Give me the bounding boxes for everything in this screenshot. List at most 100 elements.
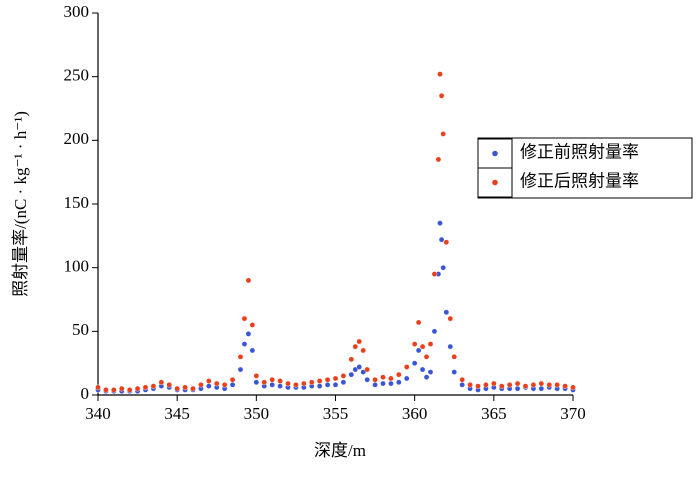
data-point [431,271,438,277]
data-point [308,379,315,386]
data-point [522,383,529,389]
data-point [459,382,465,388]
data-point [332,382,339,388]
data-point [332,375,339,382]
data-point [554,382,560,388]
data-point [95,384,101,391]
data-point [360,369,367,375]
data-point [443,309,450,316]
data-point [241,315,248,322]
data-point [241,341,248,347]
data-point [126,387,133,393]
data-point [249,347,256,354]
data-point [360,347,367,354]
data-point [438,92,445,99]
data-point [437,220,443,226]
data-point [443,239,450,245]
data-point [506,382,513,388]
x-tick-label: 345 [164,404,190,423]
data-point [451,353,458,360]
data-point [229,382,236,388]
data-point [348,371,355,378]
data-point [237,366,244,373]
data-point [372,376,378,383]
data-point [253,373,260,379]
data-point [562,383,568,389]
y-tick-label: 200 [64,129,90,148]
data-point [221,382,228,388]
data-point [419,343,426,350]
data-point [142,384,149,391]
data-point [483,382,489,388]
x-tick-label: 365 [481,404,507,423]
data-point [293,382,299,388]
data-point [411,360,418,366]
data-point [134,385,141,392]
data-point [352,366,359,373]
data-point [174,385,180,392]
y-tick-label: 50 [72,320,89,339]
data-point [423,353,430,360]
data-point [396,379,402,386]
data-point [316,378,323,384]
data-point [372,382,378,388]
data-point [111,387,117,393]
data-point [530,382,537,388]
data-point [427,341,434,347]
data-point [237,353,244,360]
data-point [403,375,410,382]
data-point [249,322,256,328]
data-point [423,374,430,380]
data-point [340,373,347,379]
legend-label: 修正前照射量率 [520,142,639,161]
data-point [348,356,355,363]
data-point [340,379,347,386]
data-point [546,382,553,388]
data-point [431,328,438,335]
data-point [388,375,394,382]
data-point [277,383,283,389]
data-point [514,385,521,392]
legend-marker [492,179,498,186]
data-point [316,383,323,389]
data-point [206,378,212,384]
data-point [538,380,545,387]
data-point [229,376,236,383]
data-point [118,385,125,392]
data-point [447,315,454,322]
data-point [245,277,252,284]
data-point [514,380,521,387]
data-point [356,364,363,370]
x-tick-label: 340 [85,404,111,423]
data-point [427,369,434,375]
data-point [213,380,220,387]
y-tick-label: 250 [64,66,90,85]
data-point [190,385,196,392]
data-point [253,379,260,386]
data-point [447,343,454,350]
data-point [285,380,291,387]
data-point [388,380,394,387]
data-point [440,264,446,271]
data-point [440,131,446,137]
x-tick-label: 360 [402,404,428,423]
data-point [277,378,283,384]
data-point [206,383,212,389]
data-point [415,319,422,326]
data-point [269,382,275,388]
legend-box [477,137,693,199]
data-point [364,376,370,383]
data-point [451,369,458,375]
data-point [459,376,465,383]
y-tick-label: 150 [64,193,90,212]
data-point [380,374,386,380]
data-point [150,383,157,389]
data-point [415,347,422,354]
y-axis-label: 照射量率/(nC · kg⁻¹ · h⁻¹) [11,111,30,297]
data-point [364,366,370,373]
data-point [570,384,576,391]
data-point [261,379,268,386]
data-point [352,343,359,350]
data-point [324,382,331,388]
